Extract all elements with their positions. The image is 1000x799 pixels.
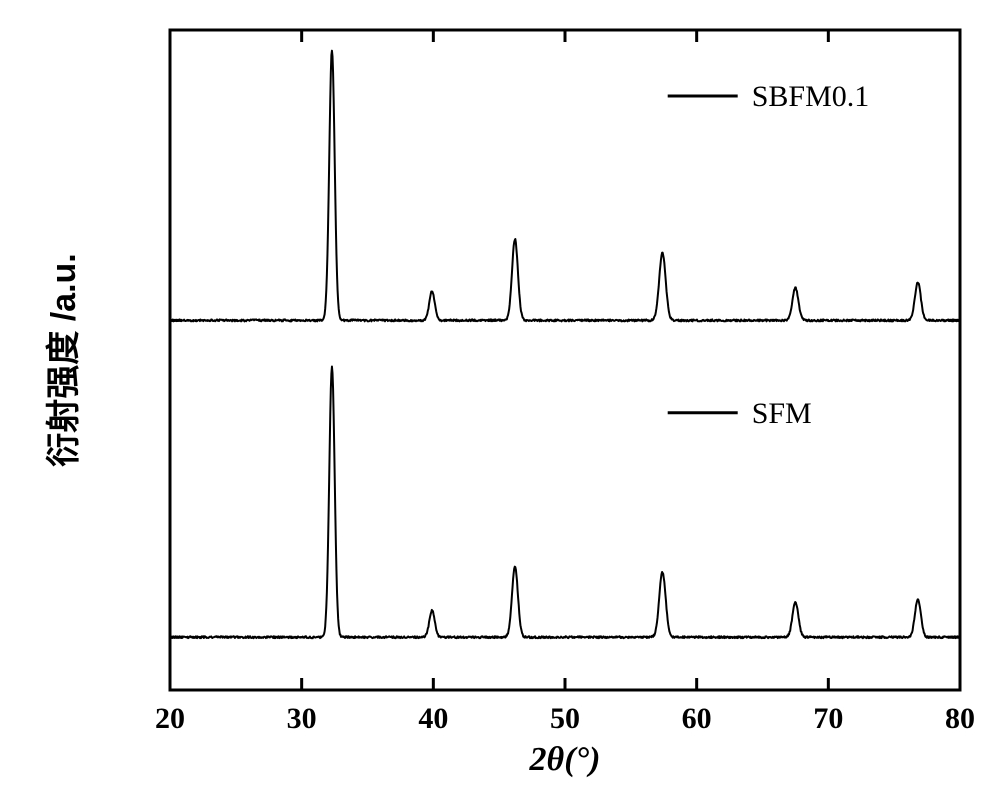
y-axis-label: 衍射强度 /a.u.	[45, 253, 83, 466]
xrd-svg: 20 30 40 50 60 70 80 2θ(°) 衍射强度 /a.u. SBFM0.1 SFM	[0, 0, 1000, 799]
x-tick-label: 30	[287, 702, 317, 735]
x-tick-label: 60	[682, 702, 712, 735]
legend-label: SFM	[752, 397, 812, 430]
x-tick-label: 80	[945, 702, 975, 735]
figure-bg	[0, 0, 1000, 799]
x-axis-label: 2θ(°)	[529, 741, 601, 778]
x-tick-label: 40	[418, 702, 448, 735]
xrd-figure: 20 30 40 50 60 70 80 2θ(°) 衍射强度 /a.u. SBFM0.1 SFM	[0, 0, 1000, 799]
x-tick-label: 20	[155, 702, 185, 735]
x-tick-label: 70	[813, 702, 843, 735]
legend-label: SBFM0.1	[752, 80, 870, 113]
x-tick-label: 50	[550, 702, 580, 735]
